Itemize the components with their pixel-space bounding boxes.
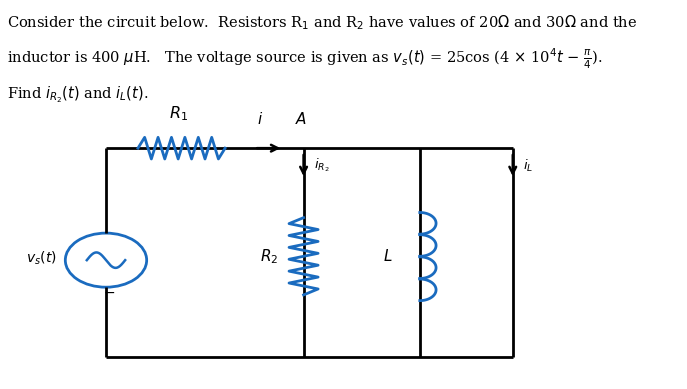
Text: $R_2$: $R_2$ [260, 247, 278, 266]
Text: $i_L$: $i_L$ [523, 158, 534, 173]
Text: $i$: $i$ [257, 111, 263, 127]
Text: Find $i_{R_2}(t)$ and $i_L(t)$.: Find $i_{R_2}(t)$ and $i_L(t)$. [7, 84, 148, 105]
Text: $L$: $L$ [383, 248, 392, 264]
Text: $v_s(t)$: $v_s(t)$ [26, 249, 56, 267]
Text: $R_1$: $R_1$ [169, 104, 188, 123]
Text: $i_{R_2}$: $i_{R_2}$ [314, 157, 330, 174]
Text: inductor is 400 $\mu$H.   The voltage source is given as $v_s(t)$ = 25cos (4 $\t: inductor is 400 $\mu$H. The voltage sour… [7, 46, 602, 71]
Text: Consider the circuit below.  Resistors R$_1$ and R$_2$ have values of 20$\Omega$: Consider the circuit below. Resistors R$… [7, 13, 638, 32]
Text: $-$: $-$ [103, 285, 115, 299]
Text: $A$: $A$ [295, 111, 307, 127]
